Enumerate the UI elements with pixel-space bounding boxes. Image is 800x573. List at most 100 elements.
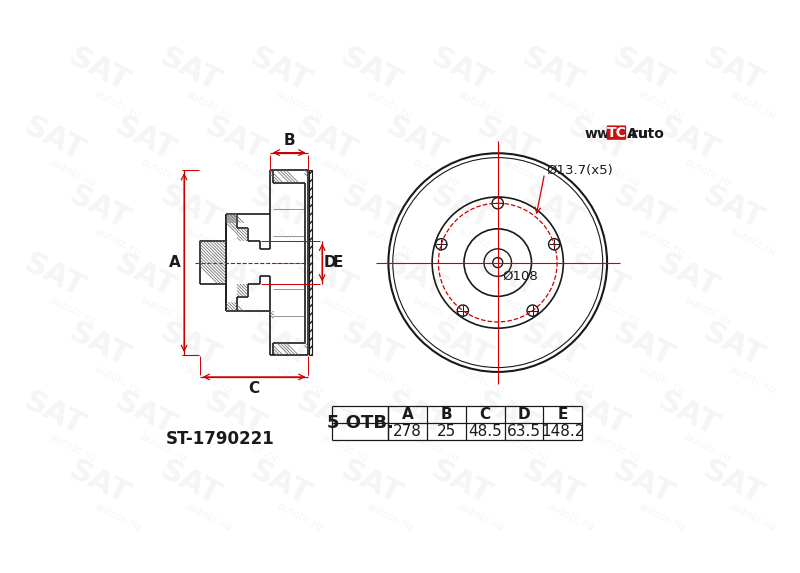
Text: autotc.ru: autotc.ru: [320, 295, 370, 327]
Text: autotc.ru: autotc.ru: [229, 295, 279, 327]
Text: autotc.ru: autotc.ru: [410, 295, 460, 327]
Text: SAT: SAT: [472, 386, 542, 441]
Text: autotc.ru: autotc.ru: [727, 501, 777, 533]
Text: Ø13.7(x5): Ø13.7(x5): [546, 164, 614, 176]
Text: autotc.ru: autotc.ru: [274, 226, 324, 258]
Text: SAT: SAT: [154, 43, 225, 97]
Text: SAT: SAT: [472, 249, 542, 304]
Text: autotc.ru: autotc.ru: [591, 432, 642, 464]
Text: SAT: SAT: [517, 43, 587, 97]
Text: SAT: SAT: [246, 455, 315, 510]
Text: autotc.ru: autotc.ru: [682, 157, 732, 189]
Text: SAT: SAT: [382, 386, 452, 441]
Text: TC: TC: [606, 126, 626, 140]
Text: autotc.ru: autotc.ru: [183, 501, 234, 533]
Text: autotc.ru: autotc.ru: [93, 363, 143, 395]
Text: SAT: SAT: [200, 249, 270, 304]
Text: autotc.ru: autotc.ru: [138, 295, 189, 327]
Text: SAT: SAT: [336, 43, 406, 97]
Text: SAT: SAT: [19, 111, 90, 166]
Text: A: A: [402, 407, 414, 422]
Text: autotc.ru: autotc.ru: [274, 501, 324, 533]
Text: SAT: SAT: [426, 455, 497, 510]
Text: autotc.ru: autotc.ru: [274, 88, 324, 120]
Text: SAT: SAT: [698, 43, 768, 97]
Text: SAT: SAT: [562, 386, 633, 441]
Text: autotc.ru: autotc.ru: [455, 363, 506, 395]
Text: SAT: SAT: [698, 455, 768, 510]
Text: D: D: [518, 407, 530, 422]
Text: autotc.ru: autotc.ru: [320, 157, 370, 189]
Text: Ø108: Ø108: [502, 270, 538, 283]
Text: autotc.ru: autotc.ru: [48, 157, 98, 189]
Text: autotc.ru: autotc.ru: [546, 501, 596, 533]
Text: SAT: SAT: [382, 249, 452, 304]
Text: autotc.ru: autotc.ru: [93, 88, 143, 120]
Text: autotc.ru: autotc.ru: [183, 88, 234, 120]
Text: autotc.ru: autotc.ru: [455, 226, 506, 258]
Text: SAT: SAT: [426, 180, 497, 235]
Text: autotc.ru: autotc.ru: [637, 501, 686, 533]
Text: 25: 25: [437, 424, 456, 439]
Text: autotc.ru: autotc.ru: [727, 226, 777, 258]
Text: SAT: SAT: [562, 111, 633, 166]
Text: SAT: SAT: [64, 455, 134, 510]
Text: 63.5: 63.5: [507, 424, 541, 439]
Text: autotc.ru: autotc.ru: [455, 501, 506, 533]
Text: SAT: SAT: [246, 43, 315, 97]
Text: SAT: SAT: [19, 249, 90, 304]
Text: C: C: [249, 381, 260, 397]
Text: autotc.ru: autotc.ru: [682, 432, 732, 464]
Text: SAT: SAT: [154, 317, 225, 372]
Text: autotc.ru: autotc.ru: [546, 363, 596, 395]
Text: autotc.ru: autotc.ru: [637, 88, 686, 120]
Text: SAT: SAT: [19, 386, 90, 441]
Text: SAT: SAT: [607, 455, 678, 510]
Text: www.Auto: www.Auto: [585, 127, 665, 141]
Text: autotc.ru: autotc.ru: [591, 295, 642, 327]
Text: B: B: [283, 134, 295, 148]
Text: SAT: SAT: [382, 111, 452, 166]
Text: SAT: SAT: [291, 249, 361, 304]
Text: SAT: SAT: [154, 180, 225, 235]
Text: C: C: [480, 407, 491, 422]
Text: SAT: SAT: [110, 111, 180, 166]
Text: autotc.ru: autotc.ru: [48, 295, 98, 327]
Text: SAT: SAT: [698, 317, 768, 372]
Text: SAT: SAT: [200, 111, 270, 166]
Text: SAT: SAT: [291, 111, 361, 166]
FancyBboxPatch shape: [606, 125, 626, 140]
Text: autotc.ru: autotc.ru: [410, 157, 460, 189]
Text: SAT: SAT: [110, 249, 180, 304]
Text: autotc.ru: autotc.ru: [501, 432, 551, 464]
Text: SAT: SAT: [517, 455, 587, 510]
Text: autotc.ru: autotc.ru: [274, 363, 324, 395]
Text: autotc.ru: autotc.ru: [183, 363, 234, 395]
Text: autotc.ru: autotc.ru: [682, 295, 732, 327]
Text: SAT: SAT: [291, 386, 361, 441]
Text: autotc.ru: autotc.ru: [637, 226, 686, 258]
Text: autotc.ru: autotc.ru: [93, 501, 143, 533]
Text: E: E: [558, 407, 568, 422]
Text: .ru: .ru: [626, 127, 649, 141]
Text: SAT: SAT: [154, 455, 225, 510]
Text: autotc.ru: autotc.ru: [727, 363, 777, 395]
Text: SAT: SAT: [246, 180, 315, 235]
Text: SAT: SAT: [64, 180, 134, 235]
Text: SAT: SAT: [654, 386, 723, 441]
Text: A: A: [169, 255, 180, 270]
Text: autotc.ru: autotc.ru: [546, 88, 596, 120]
Text: SAT: SAT: [654, 111, 723, 166]
Text: SAT: SAT: [426, 317, 497, 372]
Text: SAT: SAT: [336, 317, 406, 372]
Text: SAT: SAT: [607, 180, 678, 235]
Text: autotc.ru: autotc.ru: [501, 157, 551, 189]
Text: autotc.ru: autotc.ru: [365, 363, 414, 395]
Text: 5 ОТВ.: 5 ОТВ.: [327, 414, 394, 432]
Text: autotc.ru: autotc.ru: [365, 501, 414, 533]
Text: SAT: SAT: [246, 317, 315, 372]
Text: B: B: [441, 407, 452, 422]
Text: E: E: [332, 255, 342, 270]
Text: SAT: SAT: [607, 317, 678, 372]
Text: D: D: [324, 255, 337, 270]
